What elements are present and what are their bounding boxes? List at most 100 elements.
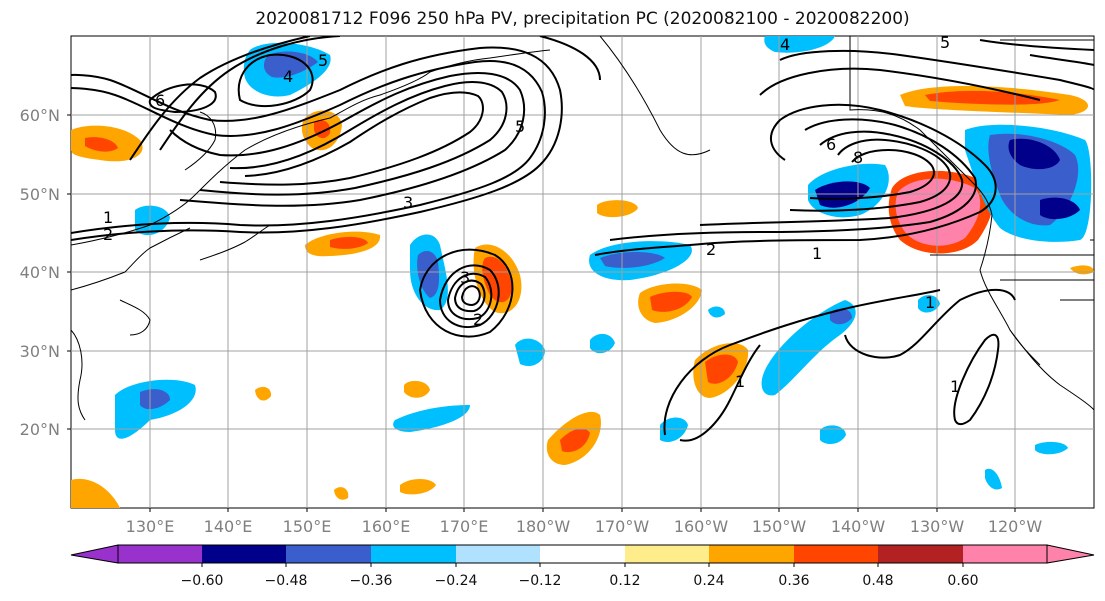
precip-blob: [590, 333, 615, 354]
lon-label: 140°E: [204, 517, 253, 536]
colorbar-swatch: [456, 545, 540, 563]
coastlines: [71, 36, 1094, 421]
colorbar-tick-label: 0.36: [778, 573, 809, 589]
pv-contour: [679, 344, 761, 442]
colorbar-tick-label: 0.12: [609, 573, 640, 589]
contour-label: 5: [318, 51, 328, 70]
contour-label: 4: [283, 67, 293, 86]
precip-blob: [820, 425, 846, 445]
colorbar-swatch: [794, 545, 878, 563]
precip-blob: [135, 205, 170, 236]
pv-contour: [699, 130, 964, 226]
contour-label: 3: [403, 193, 413, 212]
pv-contour: [159, 36, 341, 151]
colorbar-tick-label: −0.24: [435, 573, 478, 589]
contour-label: 2: [706, 240, 716, 259]
colorbar-tick-label: −0.12: [519, 573, 562, 589]
colorbar-swatch: [286, 545, 371, 563]
lat-label: 40°N: [20, 263, 60, 282]
contour-label: 6: [826, 135, 836, 154]
pv-contour: [219, 91, 484, 186]
colorbar-swatch: [540, 545, 625, 563]
colorbar: −0.60 −0.48 −0.36 −0.24 −0.12 0.12 0.24 …: [70, 544, 1095, 589]
lon-label: 130°E: [126, 517, 175, 536]
pv-contour: [169, 71, 526, 207]
contour-label: 2: [103, 225, 113, 244]
contour-label: 1: [103, 208, 113, 227]
lon-label: 180°W: [516, 517, 571, 536]
contour-label: 4: [780, 35, 790, 54]
pv-contour: [953, 333, 1000, 426]
precip-blob: [334, 487, 349, 500]
pv-contour: [237, 53, 314, 108]
precip-blob: [918, 295, 940, 313]
colorbar-extend-min: [70, 544, 119, 564]
pv-contour: [779, 49, 1094, 91]
lon-label: 170°W: [595, 517, 650, 536]
precip-blob: [597, 200, 638, 218]
pv-contour: [979, 39, 1094, 51]
precip-blob: [830, 308, 852, 325]
colorbar-extend-max: [1046, 544, 1095, 564]
colorbar-swatch: [202, 545, 286, 563]
pv-contour: [446, 272, 493, 320]
contour-label: 1: [925, 293, 935, 312]
colorbar-tick-label: −0.48: [265, 573, 308, 589]
pv-contour: [1029, 54, 1094, 66]
colorbar-swatch: [878, 545, 963, 563]
contour-label: 3: [460, 268, 470, 287]
pv-contour: [539, 36, 601, 81]
lat-label: 30°N: [20, 342, 60, 361]
precip-blob: [815, 181, 870, 208]
lon-label: 130°W: [910, 517, 965, 536]
contour-label: 1: [950, 377, 960, 396]
pv-contour: [453, 279, 486, 313]
pv-contour: [789, 138, 952, 212]
lon-label: 120°W: [988, 517, 1043, 536]
graticule: [71, 36, 1094, 508]
precip-blob: [705, 354, 738, 384]
precip-blob: [263, 51, 318, 78]
colorbar-swatch: [709, 545, 794, 563]
colorbar-swatch: [625, 545, 709, 563]
precip-blob: [140, 389, 170, 410]
precip-blob: [71, 478, 120, 508]
contour-label: 5: [940, 33, 950, 52]
contour-label: 6: [155, 91, 165, 110]
lon-label: 170°E: [440, 517, 489, 536]
precip-blob: [560, 428, 590, 453]
colorbar-tick-label: −0.36: [350, 573, 393, 589]
lat-label: 20°N: [20, 420, 60, 439]
pv-contour: [129, 36, 311, 161]
precip-blob: [115, 379, 196, 439]
pv-contour: [71, 59, 546, 234]
lat-label: 50°N: [20, 185, 60, 204]
precip-blob: [400, 478, 436, 495]
lon-label: 150°E: [283, 517, 332, 536]
contour-label: 1: [735, 372, 745, 391]
pv-contour: [148, 83, 217, 114]
pv-contour: [438, 264, 500, 328]
colorbar-tick-label: 0.48: [862, 573, 893, 589]
lon-label: 150°W: [752, 517, 807, 536]
contour-label: 8: [853, 148, 863, 167]
contour-labels: 1 2 3 5 6 5 4 6 8 2 1 1 1 2 3 5 4 1: [103, 33, 960, 396]
ticks: [67, 114, 1016, 512]
pv-contour: [759, 67, 1041, 101]
precip-blob: [393, 405, 470, 432]
precip-blob: [761, 300, 856, 396]
pv-contour: [594, 103, 997, 256]
pv-contour: [609, 118, 977, 241]
precip-blob: [330, 236, 368, 249]
pv-contour: [844, 288, 1016, 359]
precip-blob: [1008, 138, 1060, 170]
colorbar-swatch: [371, 545, 456, 563]
precip-blob: [515, 338, 545, 367]
figure-title: 2020081712 F096 250 hPa PV, precipitatio…: [255, 9, 910, 29]
precip-blob: [985, 468, 1002, 490]
precip-blob: [925, 90, 1060, 105]
contour-label: 5: [515, 117, 525, 136]
pv-contour: [809, 148, 935, 200]
colorbar-swatch: [963, 545, 1047, 563]
